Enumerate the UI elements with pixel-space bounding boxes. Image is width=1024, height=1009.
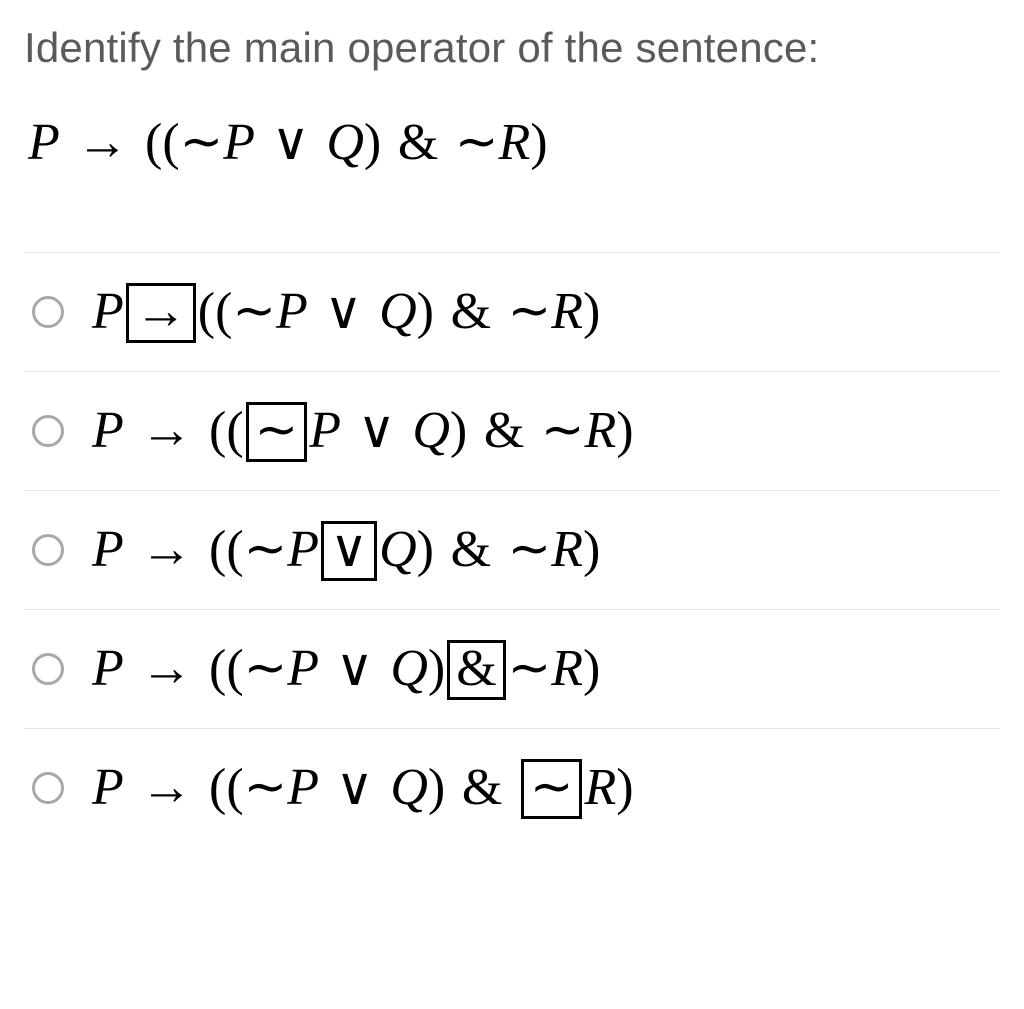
option-not-p[interactable]: P→((∼P∨Q)&∼R) xyxy=(24,372,1000,491)
radio-icon[interactable] xyxy=(32,534,64,566)
option-formula: P→((∼P∨Q)&∼R) xyxy=(92,757,634,819)
options-list: P→((∼P∨Q)&∼R) P→((∼P∨Q)&∼R) P→((∼P∨Q)&∼R… xyxy=(24,252,1000,847)
question-prompt: Identify the main operator of the senten… xyxy=(24,24,1000,72)
radio-icon[interactable] xyxy=(32,772,64,804)
option-formula: P→((∼P∨Q)&∼R) xyxy=(92,638,600,700)
radio-icon[interactable] xyxy=(32,296,64,328)
option-or[interactable]: P→((∼P∨Q)&∼R) xyxy=(24,491,1000,610)
question-formula: P→((∼P∨Q)&∼R) xyxy=(24,112,1000,172)
radio-icon[interactable] xyxy=(32,415,64,447)
option-formula: P→((∼P∨Q)&∼R) xyxy=(92,400,634,462)
option-formula: P→((∼P∨Q)&∼R) xyxy=(92,519,600,581)
option-arrow[interactable]: P→((∼P∨Q)&∼R) xyxy=(24,253,1000,372)
option-and[interactable]: P→((∼P∨Q)&∼R) xyxy=(24,610,1000,729)
radio-icon[interactable] xyxy=(32,653,64,685)
option-formula: P→((∼P∨Q)&∼R) xyxy=(92,281,600,343)
option-not-r[interactable]: P→((∼P∨Q)&∼R) xyxy=(24,729,1000,847)
